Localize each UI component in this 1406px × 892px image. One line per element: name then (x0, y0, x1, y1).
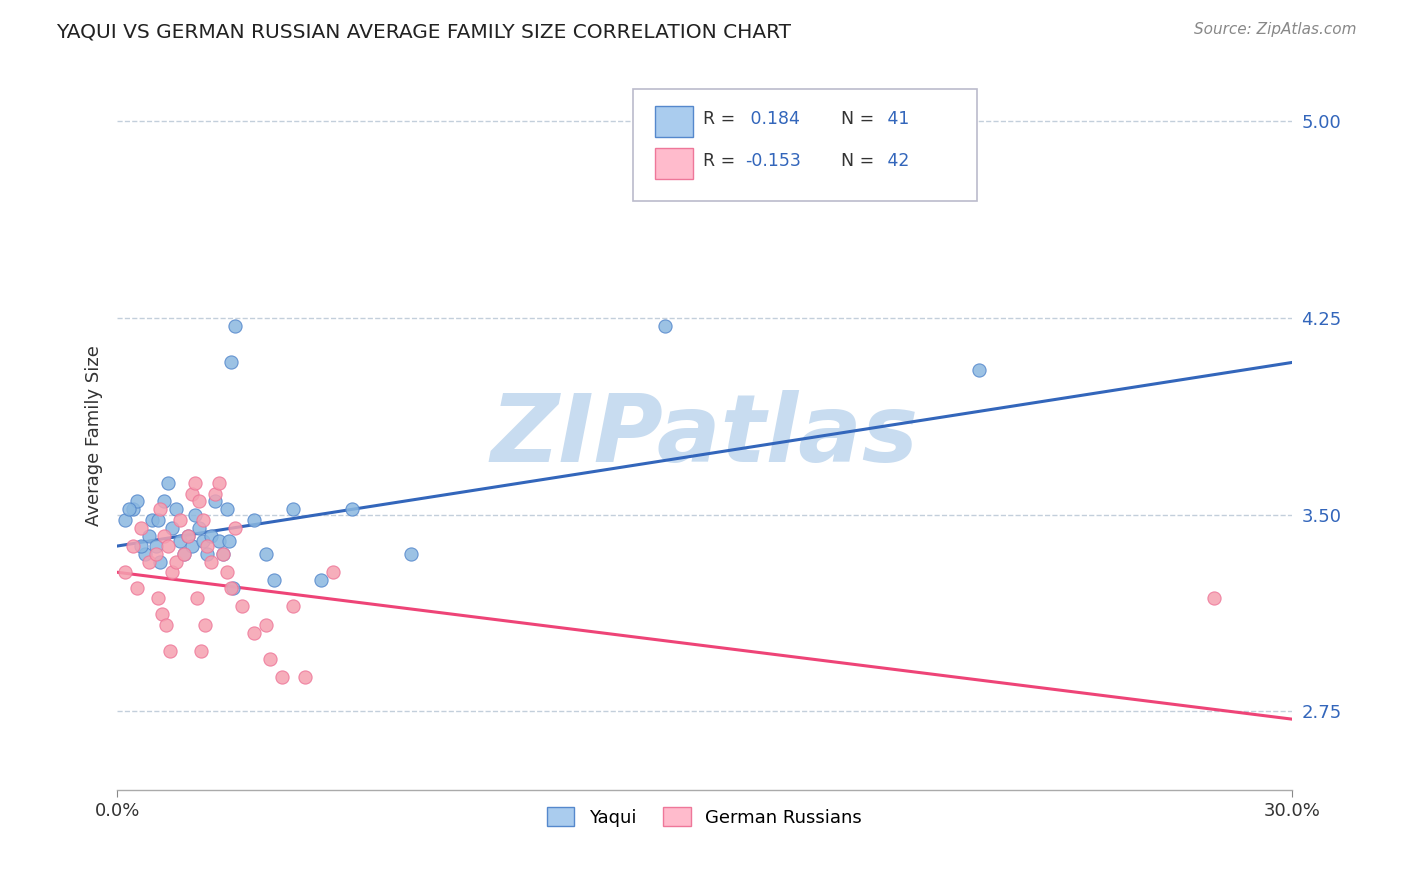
Point (184, 476, 207, 491)
Legend: Yaqui, German Russians: Yaqui, German Russians (540, 800, 869, 834)
Point (153, 528, 176, 542)
Point (212, 547, 235, 561)
Point (173, 547, 195, 561)
Point (263, 573, 285, 587)
Point (169, 533, 191, 548)
Point (204, 486, 226, 500)
Text: N =: N = (830, 152, 879, 169)
Point (1202, 591, 1225, 606)
Point (150, 607, 173, 622)
Point (243, 513, 266, 527)
Point (224, 318, 246, 333)
Point (160, 521, 183, 535)
Point (157, 539, 180, 553)
Text: ZIPatlas: ZIPatlas (491, 390, 918, 482)
Point (149, 502, 172, 516)
Point (129, 521, 152, 535)
Point (194, 617, 217, 632)
Point (186, 591, 208, 606)
Point (114, 566, 136, 580)
Point (148, 513, 170, 527)
Point (188, 494, 211, 508)
Point (254, 547, 277, 561)
Point (193, 533, 215, 548)
Point (283, 599, 305, 614)
Point (188, 521, 211, 535)
Point (967, 363, 990, 377)
Point (169, 513, 191, 527)
Point (153, 494, 176, 508)
Point (138, 555, 160, 569)
Text: 41: 41 (882, 110, 908, 128)
Point (322, 566, 344, 580)
Text: R =: R = (703, 110, 741, 128)
Point (148, 591, 170, 606)
Point (204, 494, 226, 508)
Point (160, 566, 183, 580)
Point (254, 617, 277, 632)
Point (176, 528, 198, 542)
Text: Source: ZipAtlas.com: Source: ZipAtlas.com (1194, 22, 1357, 37)
Point (212, 547, 235, 561)
Point (219, 581, 242, 595)
Point (200, 528, 222, 542)
Point (173, 547, 195, 561)
Point (125, 494, 148, 508)
Point (222, 581, 245, 595)
Point (224, 521, 246, 535)
Point (399, 547, 422, 561)
Point (125, 581, 148, 595)
Point (340, 502, 363, 516)
Point (208, 533, 231, 548)
Point (176, 528, 198, 542)
Point (309, 573, 332, 587)
Point (155, 617, 177, 632)
Point (208, 476, 231, 491)
Point (200, 555, 222, 569)
Point (145, 547, 167, 561)
Point (184, 508, 207, 522)
Point (243, 625, 266, 640)
Point (190, 644, 212, 658)
Point (159, 644, 181, 658)
Point (145, 539, 167, 553)
Text: YAQUI VS GERMAN RUSSIAN AVERAGE FAMILY SIZE CORRELATION CHART: YAQUI VS GERMAN RUSSIAN AVERAGE FAMILY S… (56, 22, 792, 41)
Point (193, 513, 215, 527)
Point (114, 513, 136, 527)
Point (149, 555, 172, 569)
Text: 0.184: 0.184 (745, 110, 800, 128)
Point (121, 502, 143, 516)
Point (270, 670, 292, 684)
Text: R =: R = (703, 152, 741, 169)
Point (121, 539, 143, 553)
Text: 42: 42 (882, 152, 908, 169)
Point (215, 502, 238, 516)
Point (165, 502, 187, 516)
Point (218, 533, 240, 548)
Point (294, 670, 316, 684)
Point (215, 566, 238, 580)
Point (283, 502, 305, 516)
Point (180, 486, 202, 500)
Point (180, 539, 202, 553)
Point (134, 547, 156, 561)
Text: -0.153: -0.153 (745, 152, 801, 169)
Point (195, 539, 218, 553)
Point (157, 476, 180, 491)
Text: N =: N = (830, 110, 879, 128)
Point (141, 513, 163, 527)
Point (654, 318, 676, 333)
Point (231, 599, 253, 614)
Point (165, 555, 187, 569)
Point (118, 502, 141, 516)
Point (259, 652, 281, 666)
Point (219, 355, 242, 369)
Y-axis label: Average Family Size: Average Family Size (86, 345, 103, 526)
Point (138, 528, 160, 542)
Point (195, 547, 218, 561)
Point (129, 539, 152, 553)
